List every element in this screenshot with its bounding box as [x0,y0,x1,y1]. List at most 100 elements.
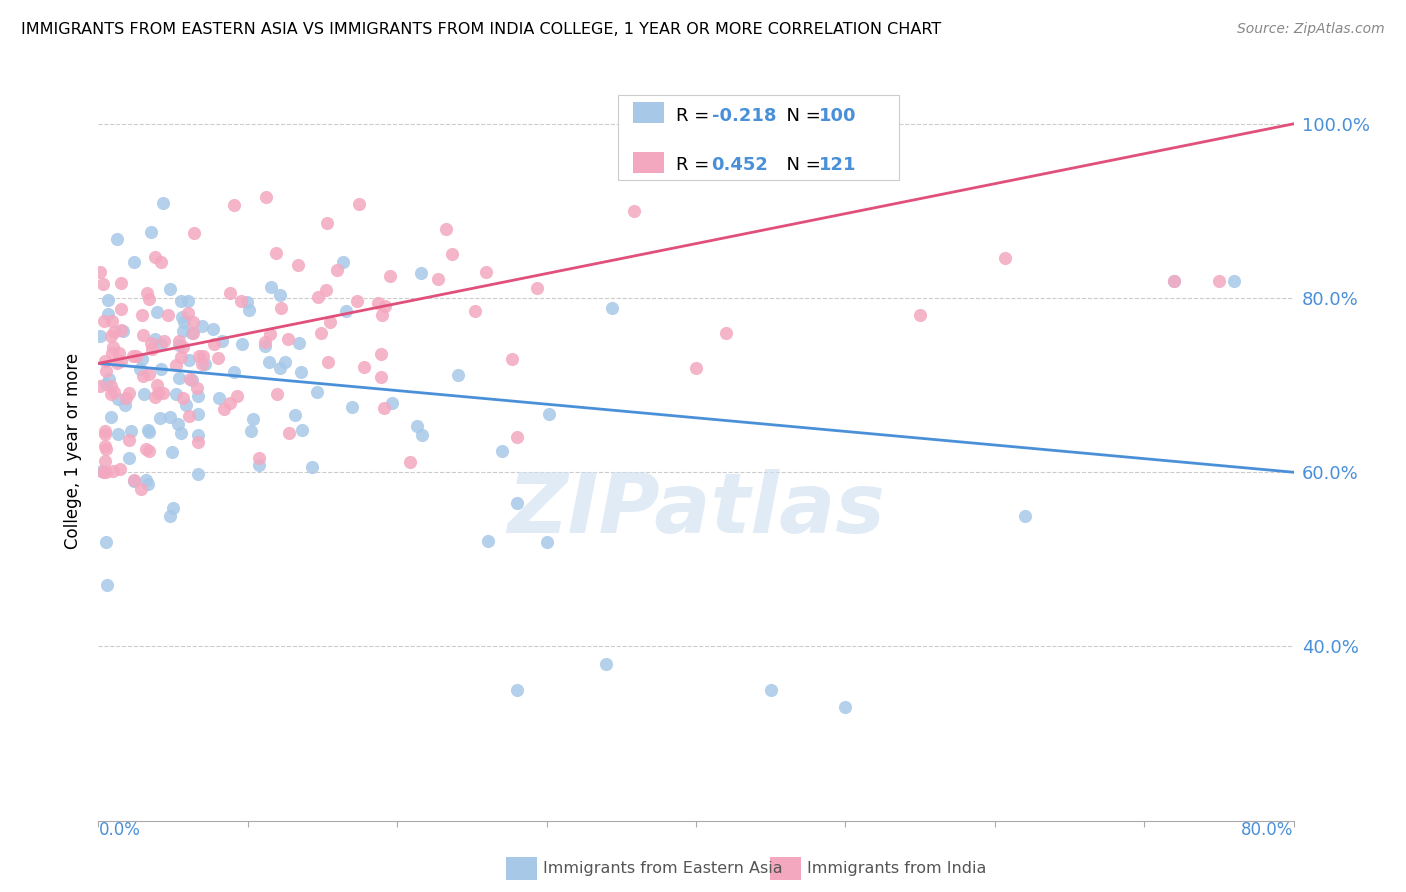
Point [183,226,205,240]
Point [174,398,197,412]
Point [506,683,529,698]
Point [107,392,129,407]
Point [253,338,276,352]
Point [138,368,160,382]
Y-axis label: College, 1 year or more: College, 1 year or more [65,352,83,549]
Point [94,453,117,467]
Text: 100: 100 [820,106,856,125]
Point [131,351,153,366]
Point [156,308,179,322]
Point [89,265,111,279]
Point [90,464,112,478]
Point [475,265,498,279]
Point [94,426,117,441]
Point [214,401,236,416]
Text: Immigrants from Eastern Asia: Immigrants from Eastern Asia [543,862,782,876]
Point [187,435,209,450]
Point [224,198,246,212]
Point [100,379,122,393]
Point [264,245,287,260]
Point [259,326,281,341]
Point [98,372,121,386]
Point [186,380,208,394]
Point [122,349,145,363]
Point [409,266,432,280]
Point [269,287,291,301]
Point [536,535,558,549]
Point [269,361,291,376]
Point [240,424,263,438]
Point [125,349,148,363]
Point [179,372,201,386]
Point [110,277,132,291]
Point [247,458,270,472]
Point [167,334,190,348]
Point [181,326,204,341]
Text: Immigrants from India: Immigrants from India [807,862,987,876]
Point [231,336,253,351]
Point [315,216,337,230]
Text: ZIPatlas: ZIPatlas [508,469,884,550]
Point [135,442,157,456]
Point [434,222,457,236]
Point [440,246,463,260]
Point [260,280,283,294]
Point [172,391,194,405]
Point [307,289,329,303]
Point [110,354,132,368]
Point [134,387,156,401]
Point [340,400,363,414]
Point [238,302,260,317]
Point [138,293,160,307]
Point [94,535,117,549]
Point [100,328,122,343]
Point [398,455,420,469]
Text: IMMIGRANTS FROM EASTERN ASIA VS IMMIGRANTS FROM INDIA COLLEGE, 1 YEAR OR MORE CO: IMMIGRANTS FROM EASTERN ASIA VS IMMIGRAN… [21,22,942,37]
Point [96,442,118,457]
Point [141,342,163,356]
Point [370,347,392,361]
Point [370,370,392,384]
Text: N =: N = [775,156,827,174]
Point [908,309,931,323]
Point [111,324,134,338]
Point [193,349,215,363]
Point [131,308,153,322]
Point [100,387,122,401]
Point [118,434,141,448]
Point [101,464,124,478]
Point [595,657,617,671]
Point [207,351,229,365]
Point [173,314,195,328]
Point [1163,274,1185,288]
FancyBboxPatch shape [619,95,900,180]
Point [110,323,132,337]
Text: Source: ZipAtlas.com: Source: ZipAtlas.com [1237,22,1385,37]
Point [103,340,125,354]
Point [138,443,160,458]
Point [132,328,155,343]
Point [406,419,429,434]
Point [506,430,529,444]
Point [94,364,117,378]
Point [159,282,181,296]
Point [187,349,209,363]
Text: -0.218: -0.218 [711,106,776,125]
Text: 0.0%: 0.0% [98,821,141,838]
Point [100,346,122,360]
Point [96,578,118,592]
Point [120,424,142,438]
Point [222,365,245,379]
Point [122,254,145,268]
Point [187,407,209,421]
Point [187,467,209,481]
Point [685,360,707,375]
Point [332,254,354,268]
Point [218,286,240,301]
Point [146,378,169,392]
Point [122,473,145,487]
Point [89,378,111,392]
Point [219,396,242,410]
Point [623,204,645,219]
Point [129,482,152,496]
